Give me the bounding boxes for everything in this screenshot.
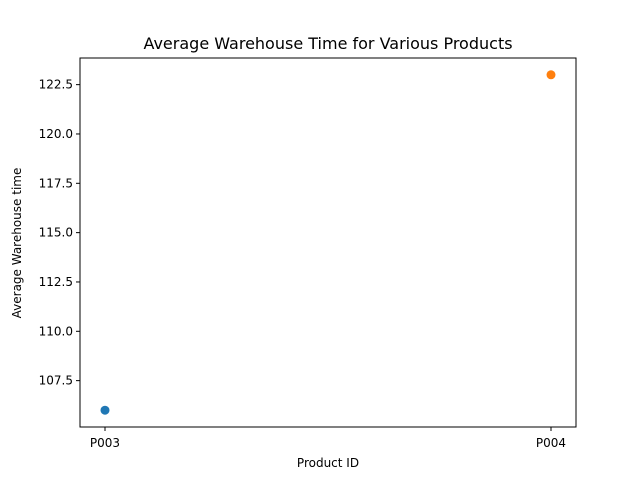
- y-tick-label: 117.5: [39, 176, 73, 190]
- y-axis-label: Average Warehouse time: [10, 168, 24, 319]
- y-tick-label: 110.0: [39, 324, 73, 338]
- plot-area: [79, 57, 577, 428]
- y-tick-label: 107.5: [39, 374, 73, 388]
- x-axis-ticks: P003 P004: [90, 427, 566, 450]
- data-point-p004: [546, 70, 556, 80]
- y-tick-label: 120.0: [39, 127, 73, 141]
- y-tick-label: 122.5: [39, 78, 73, 92]
- plot-frame: [79, 57, 577, 428]
- chart-title: Average Warehouse Time for Various Produ…: [143, 34, 512, 53]
- x-axis-label: Product ID: [297, 456, 359, 470]
- y-tick-label: 112.5: [39, 275, 73, 289]
- data-points: [100, 70, 556, 415]
- y-axis-ticks: 107.5 110.0 112.5 115.0 117.5 120.0 122.5: [39, 78, 80, 388]
- x-tick-label: P003: [90, 436, 120, 450]
- data-point-p003: [100, 405, 110, 415]
- x-tick-label: P004: [536, 436, 566, 450]
- y-tick-label: 115.0: [39, 226, 73, 240]
